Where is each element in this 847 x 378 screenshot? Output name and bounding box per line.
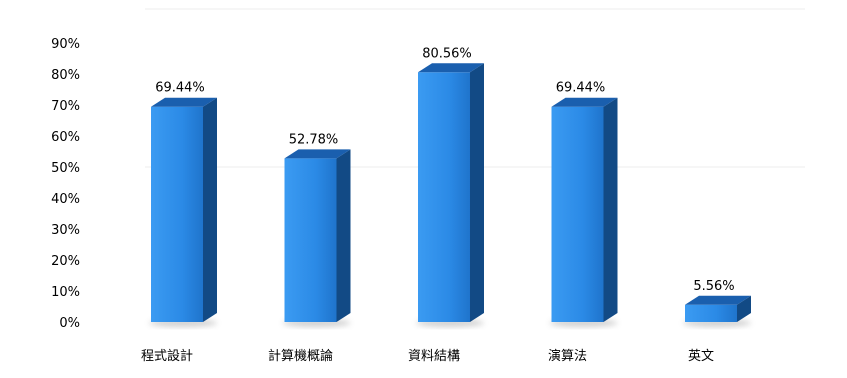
y-tick-label: 80% <box>51 68 80 83</box>
bar-front <box>418 72 470 322</box>
data-label: 52.78% <box>289 132 339 147</box>
bar-side <box>470 63 484 322</box>
category-label: 英文 <box>688 349 714 364</box>
bar-front <box>551 106 604 323</box>
category-label: 計算機概論 <box>268 348 333 364</box>
y-tick-label: 10% <box>51 285 80 300</box>
bar <box>151 97 217 323</box>
bar-side <box>203 97 217 323</box>
category-label: 程式設計 <box>141 348 193 364</box>
bar-top <box>418 63 484 73</box>
y-tick-label: 40% <box>51 192 80 207</box>
bar-front <box>284 158 337 322</box>
category-label: 演算法 <box>548 348 587 364</box>
y-tick-label: 50% <box>51 161 80 176</box>
category-label: 資料結構 <box>408 349 460 364</box>
bar-side <box>336 149 351 322</box>
bar <box>418 63 484 322</box>
data-label: 69.44% <box>155 81 205 96</box>
bar <box>685 295 751 322</box>
x-axis-categories: 程式設計 計算機概論 資料結構 演算法 英文 <box>141 348 714 364</box>
data-label: 5.56% <box>693 279 734 294</box>
y-tick-label: 70% <box>51 99 80 114</box>
y-tick-label: 0% <box>59 316 80 331</box>
y-tick-label: 60% <box>51 130 80 145</box>
bar-top <box>551 97 618 107</box>
bar-front <box>151 106 203 323</box>
data-label: 80.56% <box>422 46 472 61</box>
bar-side <box>737 295 751 322</box>
bar-top <box>151 97 217 107</box>
bar-top <box>685 295 751 305</box>
bars <box>151 63 751 323</box>
data-label: 69.44% <box>556 81 606 96</box>
bar <box>551 97 618 323</box>
bar-top <box>284 149 351 159</box>
data-labels: 69.44% 52.78% 80.56% 69.44% 5.56% <box>155 46 734 294</box>
bar-side <box>603 97 618 323</box>
y-tick-label: 20% <box>51 254 80 269</box>
y-tick-label: 90% <box>51 37 80 52</box>
y-axis-ticks: 0% 10% 20% 30% 40% 50% 60% 70% 80% 90% <box>51 37 80 331</box>
bar <box>284 149 351 322</box>
y-tick-label: 30% <box>51 223 80 238</box>
bar-front <box>685 304 737 322</box>
